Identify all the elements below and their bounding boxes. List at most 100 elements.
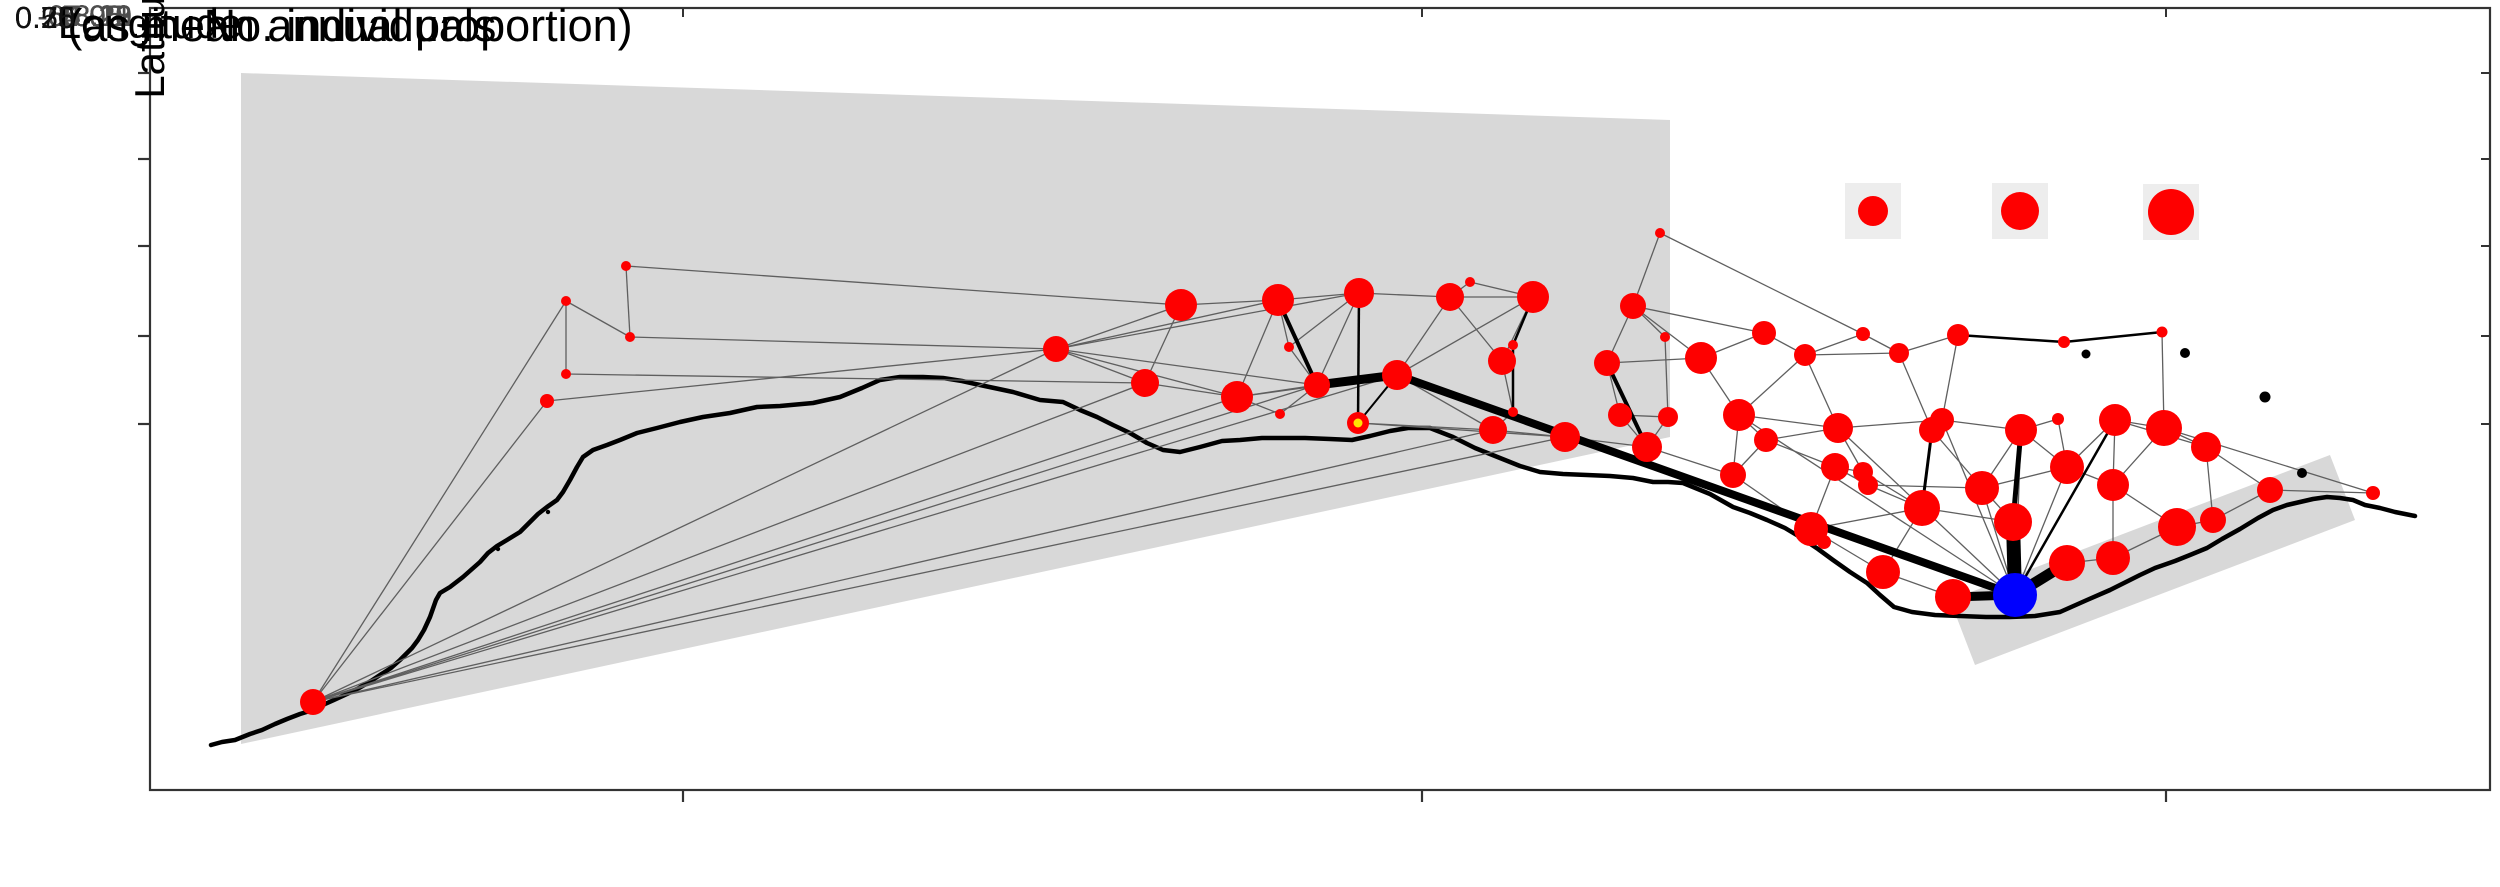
- site-node: [2366, 486, 2380, 500]
- site-node: [1594, 350, 1620, 376]
- site-node: [1382, 360, 1412, 390]
- legend-key: [2143, 184, 2199, 240]
- site-node: [1685, 342, 1717, 374]
- site-node: [1436, 283, 1464, 311]
- network-edge: [312, 348, 1057, 703]
- survey-area-main: [241, 73, 1670, 744]
- site-node: [1304, 372, 1330, 398]
- network-edge: [312, 436, 1566, 703]
- network-edge: [1180, 299, 1279, 306]
- network-edge: [629, 336, 1057, 350]
- site-node: [1550, 422, 1580, 452]
- y-tick-label: 18.21: [56, 0, 132, 33]
- x-tick-label: -65.00: [37, 0, 123, 33]
- legend-item-label: 0.75: [14, 0, 76, 35]
- site-node: [1723, 399, 1755, 431]
- site-node: [2097, 469, 2129, 501]
- legend-item-label: 0.50: [14, 0, 76, 35]
- network-edge: [1358, 292, 1451, 298]
- network-edge: [312, 300, 567, 703]
- network-edge-strong: [1395, 371, 2017, 599]
- site-node: [1889, 343, 1909, 363]
- network-edge: [1804, 352, 1900, 356]
- y-tick-label: 18.22: [56, 0, 132, 33]
- site-node: [2099, 404, 2131, 436]
- legend-size-dot: [1858, 196, 1888, 226]
- site-node: [625, 332, 635, 342]
- network-edge: [1738, 414, 1839, 429]
- legend-title-line2: (as mean annual proportion): [67, 0, 633, 51]
- site-node: [1465, 277, 1475, 287]
- site-node: [2191, 432, 2221, 462]
- site-node-unsampled: [2259, 391, 2271, 403]
- network-edge: [2269, 489, 2374, 494]
- site-node-unsampled: [2081, 349, 2091, 359]
- site-node: [621, 261, 631, 271]
- site-node: [2096, 541, 2130, 575]
- site-node: [1858, 475, 1878, 495]
- site-node: [1965, 471, 1999, 505]
- site-node: [2005, 414, 2037, 446]
- site-node: [1720, 462, 1746, 488]
- network-edge: [312, 429, 1494, 703]
- site-node: [1262, 284, 1294, 316]
- site-node: [1488, 347, 1516, 375]
- network-edge-strong: [1605, 362, 1649, 448]
- site-node-yellow-dot: [1353, 418, 1363, 428]
- network-edge-strong: [2063, 330, 2163, 344]
- network-edge: [565, 373, 1146, 384]
- network-edge: [1236, 299, 1279, 398]
- y-tick-label: 18.20: [56, 0, 132, 33]
- site-node: [1632, 432, 1662, 462]
- site-node-unsampled: [2297, 468, 2307, 478]
- site-node: [2257, 477, 2283, 503]
- site-node: [1856, 327, 1870, 341]
- network-edge: [2014, 466, 2068, 596]
- site-node: [1752, 321, 1776, 345]
- site-node: [1508, 340, 1518, 350]
- network-edge: [1396, 296, 1534, 376]
- site-node: [2156, 326, 2168, 338]
- site-node: [1620, 293, 1646, 319]
- network-edge: [312, 400, 548, 703]
- site-node: [2050, 450, 2084, 484]
- site-node: [1517, 281, 1549, 313]
- site-node: [300, 689, 326, 715]
- site-node: [1608, 403, 1632, 427]
- site-node-unsampled: [2180, 348, 2190, 358]
- y-tick-label: 18.19: [56, 0, 132, 33]
- site-node: [1658, 407, 1678, 427]
- islet-dot: [495, 546, 501, 552]
- network-edge: [1898, 352, 1933, 431]
- network-edge: [1055, 304, 1182, 350]
- network-edge: [312, 384, 1318, 703]
- panel-border: [148, 6, 2492, 792]
- site-node: [1821, 453, 1849, 481]
- network-edge: [1055, 292, 1360, 350]
- site-node: [1935, 579, 1971, 615]
- x-tick-label: -64.95: [37, 0, 123, 33]
- site-node: [2049, 545, 2085, 581]
- network-edge: [625, 265, 631, 338]
- site-node: [540, 394, 554, 408]
- legend-key: [1845, 183, 1901, 239]
- network-edge: [1055, 348, 1146, 384]
- network-edge: [565, 300, 631, 338]
- site-node-focal: [1993, 573, 2037, 617]
- site-node: [1904, 490, 1940, 526]
- site-node: [561, 296, 571, 306]
- legend-item-label: 0.25: [14, 0, 76, 35]
- site-node: [2058, 336, 2070, 348]
- site-node: [1284, 342, 1294, 352]
- network-edge: [1632, 305, 1765, 334]
- site-node: [1947, 324, 1969, 346]
- legend-size-dot: [2148, 189, 2194, 235]
- legend-key: [1992, 183, 2048, 239]
- network-edge: [1357, 422, 1566, 438]
- network-edge: [1646, 446, 1734, 476]
- site-node: [2158, 508, 2196, 546]
- coastline: [208, 374, 2418, 748]
- site-node: [1344, 278, 1374, 308]
- site-node: [1479, 416, 1507, 444]
